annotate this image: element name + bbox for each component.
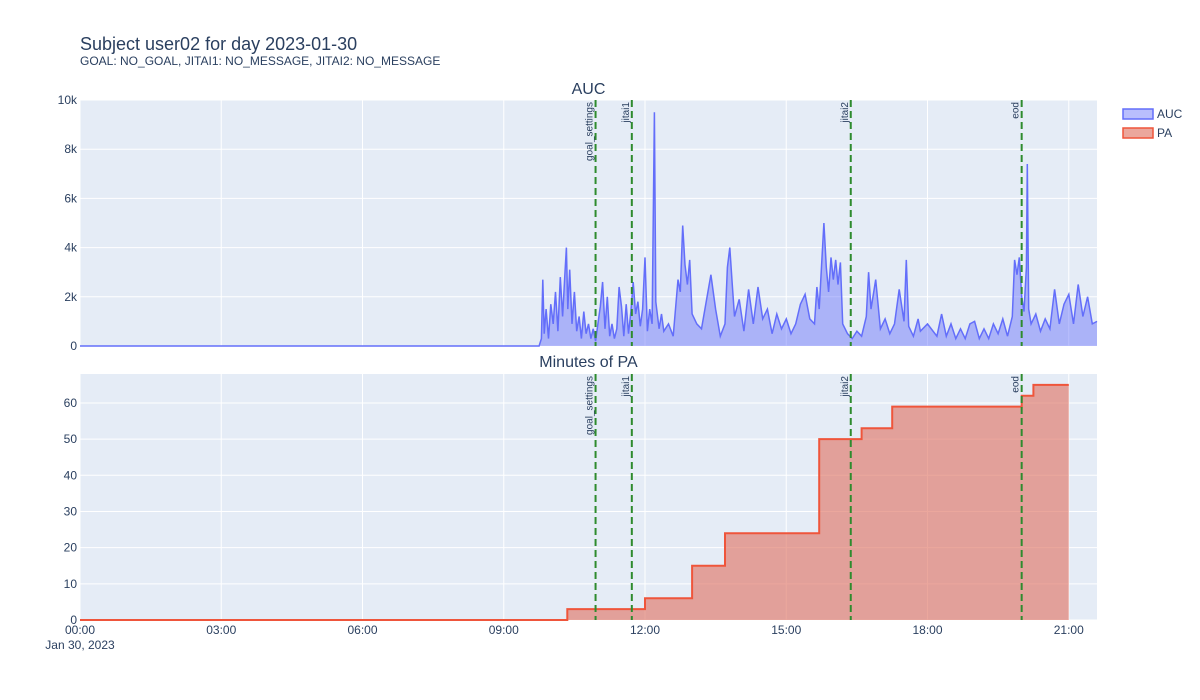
event-label: jitai1 xyxy=(621,102,632,124)
event-label: goal_settings xyxy=(585,102,596,161)
event-label: jitai1 xyxy=(621,376,632,398)
y-tick-label: 0 xyxy=(70,339,77,353)
legend: AUC PA xyxy=(1122,107,1183,140)
y-tick-label: 8k xyxy=(64,142,78,156)
auc-panel: 0 2k 4k 6k 8k 10k AUC goal_settings jitai1 jitai2… xyxy=(58,81,1098,353)
x-tick-label: 09:00 xyxy=(489,623,519,637)
figure-title: Subject user02 for day 2023-01-30 xyxy=(80,34,357,54)
pa-area xyxy=(80,384,1069,620)
y-tick-label: 10k xyxy=(58,93,78,107)
y-tick-label: 30 xyxy=(64,504,78,518)
event-label: eod xyxy=(1011,376,1022,393)
event-label: jitai2 xyxy=(840,102,851,124)
y-tick-label: 6k xyxy=(64,191,78,205)
y-tick-label: 2k xyxy=(64,290,78,304)
x-date-label: Jan 30, 2023 xyxy=(45,638,115,652)
x-tick-label: 21:00 xyxy=(1054,623,1084,637)
auc-line xyxy=(80,112,1098,347)
y-tick-label: 0 xyxy=(70,613,77,627)
legend-label: AUC xyxy=(1157,107,1183,121)
x-tick-label: 00:00 xyxy=(65,623,95,637)
subplot-title: Minutes of PA xyxy=(539,354,638,371)
y-tick-label: 60 xyxy=(64,396,78,410)
x-tick-label: 12:00 xyxy=(630,623,660,637)
x-tick-label: 06:00 xyxy=(347,623,377,637)
legend-label: PA xyxy=(1157,126,1172,140)
event-label: eod xyxy=(1011,102,1022,119)
figure-subtitle: GOAL: NO_GOAL, JITAI1: NO_MESSAGE, JITAI… xyxy=(80,54,440,68)
y-tick-label: 40 xyxy=(64,468,78,482)
x-tick-label: 03:00 xyxy=(206,623,236,637)
legend-swatch xyxy=(1122,108,1154,120)
legend-swatch xyxy=(1122,127,1154,139)
y-tick-label: 10 xyxy=(64,577,78,591)
event-label: jitai2 xyxy=(840,376,851,398)
x-tick-label: 18:00 xyxy=(912,623,942,637)
pa-panel: 0 10 20 30 40 50 60 Minutes of PA goal_settings j… xyxy=(64,354,1097,627)
y-tick-label: 4k xyxy=(64,241,78,255)
x-tick-label: 15:00 xyxy=(771,623,801,637)
y-tick-label: 50 xyxy=(64,432,78,446)
y-tick-label: 20 xyxy=(64,541,78,555)
event-label: goal_settings xyxy=(585,376,596,435)
x-axis: 00:00 03:00 06:00 09:00 12:00 15:00 18:00 21:00… xyxy=(45,623,1084,652)
subplot-title: AUC xyxy=(572,81,606,98)
